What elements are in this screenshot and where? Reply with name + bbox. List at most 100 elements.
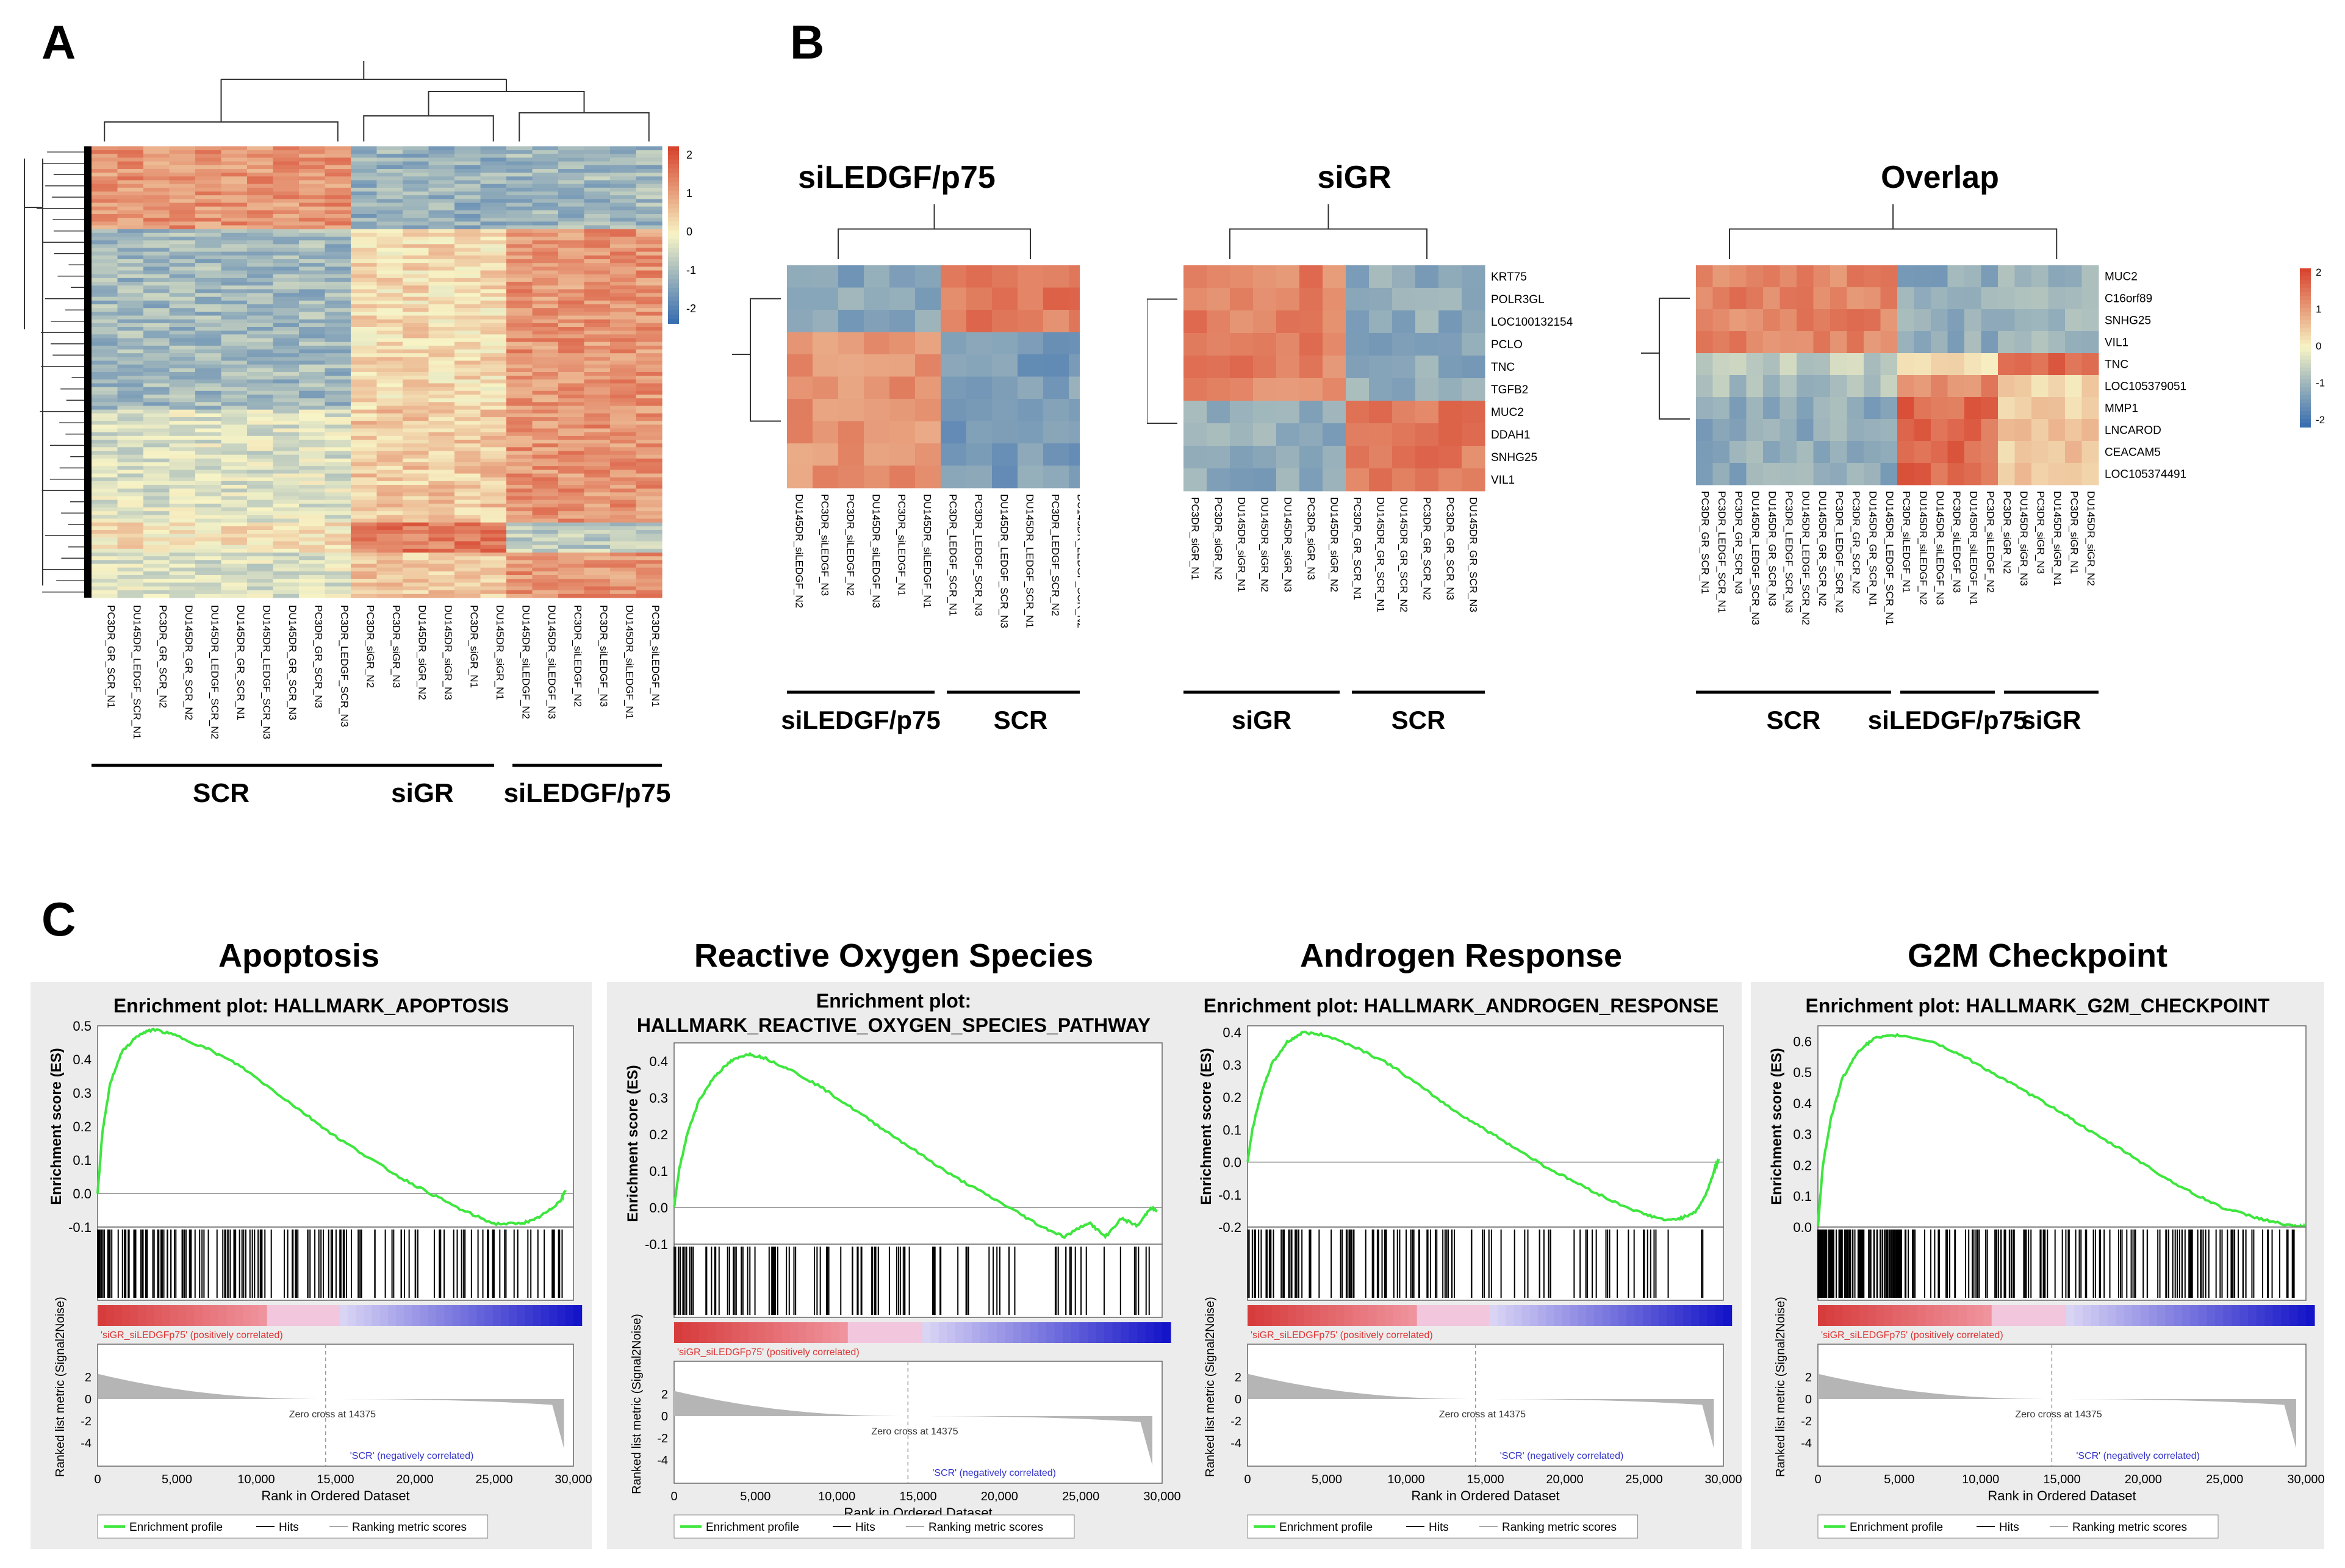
heatmap-a-cell — [506, 579, 533, 583]
heatmap-a-cell — [92, 454, 118, 459]
heatmap-cell — [1729, 353, 1747, 376]
heatmap-a-cell — [610, 150, 637, 154]
heatmap-a-cell — [376, 274, 403, 279]
heatmap-a-cell — [247, 187, 274, 192]
heatmap-a-cell — [636, 447, 663, 452]
heatmap-a-cell — [376, 202, 403, 207]
correlation-band-cell — [2016, 1305, 2025, 1326]
heatmap-cell — [1018, 421, 1044, 444]
es-ytick: 0.2 — [73, 1119, 92, 1134]
heatmap-a-cell — [428, 537, 455, 542]
heatmap-a-cell — [532, 406, 559, 410]
correlation-band-cell — [1675, 1305, 1684, 1326]
es-ytick: 0.3 — [649, 1090, 668, 1106]
scale-a-swatch — [668, 274, 679, 280]
heatmap-a-cell — [454, 454, 481, 459]
heatmap-a-cell — [636, 300, 663, 305]
heatmap-a-cell — [506, 489, 533, 493]
heatmap-a-cell — [532, 530, 559, 534]
heatmap-a-cell — [610, 221, 637, 226]
heatmap-a-cell — [299, 541, 326, 546]
heatmap-a-cell — [480, 518, 507, 523]
heatmap-a-cell — [454, 248, 481, 252]
heatmap-a-cell — [273, 560, 300, 565]
heatmap-a-cell — [169, 255, 196, 260]
heatmap-a-cell — [584, 285, 611, 290]
heatmap-a-cell — [506, 571, 533, 576]
heatmap-a-cell — [480, 180, 507, 185]
correlation-band-cell — [1433, 1305, 1442, 1326]
heatmap-a-cell — [299, 353, 326, 357]
heatmap-a-cell — [221, 259, 248, 263]
heatmap-a-cell — [351, 240, 378, 245]
heatmap-a-cell — [403, 296, 429, 301]
metric-ytick: -2 — [81, 1415, 92, 1428]
heatmap-cell — [1847, 397, 1864, 420]
heatmap-a-cell — [117, 214, 144, 218]
heatmap-a-cell — [325, 560, 351, 565]
heatmap-a-cell — [247, 274, 274, 279]
heatmap-cell — [1369, 265, 1393, 288]
heatmap-a-cell — [273, 458, 300, 463]
heatmap-a-cell — [403, 192, 429, 196]
heatmap-a-cell — [584, 251, 611, 256]
heatmap-cell — [915, 421, 941, 444]
heatmap-cell — [2081, 375, 2099, 398]
heatmap-a-cell — [584, 187, 611, 192]
heatmap-a-cell — [506, 229, 533, 234]
heatmap-a-cell — [143, 263, 170, 267]
heatmap-a-cell — [454, 579, 481, 583]
heatmap-a-cell — [558, 432, 585, 437]
heatmap-cell — [1415, 401, 1439, 424]
heatmap-a-cell — [351, 398, 378, 403]
heatmap-a-cell — [351, 421, 378, 425]
heatmap-a-cell — [247, 364, 274, 369]
heatmap-a-cell — [299, 150, 326, 154]
heatmap-a-cell — [273, 387, 300, 392]
heatmap-a-cell — [221, 537, 248, 542]
heatmap-a-cell — [454, 150, 481, 154]
heatmap-a-cell — [532, 331, 559, 335]
correlation-band-cell — [129, 1305, 139, 1326]
heatmap-cell — [2048, 265, 2066, 288]
heatmap-a-cell — [221, 409, 248, 414]
heatmap-a-cell — [351, 195, 378, 199]
heatmap-a-cell — [480, 372, 507, 376]
heatmap-a-cell — [428, 541, 455, 546]
heatmap-a-cell — [195, 225, 222, 230]
heatmap-a-cell — [454, 398, 481, 403]
heatmap-a-cell — [195, 466, 222, 470]
correlation-band-cell — [1054, 1322, 1064, 1343]
heatmap-a-cell — [610, 173, 637, 177]
heatmap-a-cell — [143, 462, 170, 467]
heatmap-a-cell — [92, 150, 118, 154]
heatmap-a-cell — [273, 282, 300, 286]
sample-label: PC3DR_LEDGF_SCR_N1 — [947, 494, 959, 616]
heatmap-a-cell — [221, 590, 248, 595]
heatmap-a-cell — [428, 507, 455, 512]
heatmap-a-cell — [247, 537, 274, 542]
heatmap-cell — [1183, 356, 1207, 379]
heatmap-a-cell — [506, 293, 533, 298]
heatmap-a-cell — [480, 548, 507, 553]
heatmap-a-cell — [610, 477, 637, 482]
heatmap-cell — [1931, 463, 1948, 485]
heatmap-a-cell — [117, 218, 144, 222]
heatmap-a-cell — [480, 184, 507, 188]
heatmap-a-cell — [610, 308, 637, 312]
heatmap-a-cell — [117, 526, 144, 531]
heatmap-a-cell — [480, 150, 507, 154]
heatmap-a-cell — [636, 379, 663, 384]
heatmap-a-cell — [480, 395, 507, 399]
heatmap-a-cell — [351, 368, 378, 373]
heatmap-cell — [1712, 353, 1730, 376]
heatmap-a-cell — [584, 522, 611, 527]
heatmap-a-cell — [428, 526, 455, 531]
heatmap-cell — [1729, 287, 1747, 310]
heatmap-cell — [1696, 353, 1713, 376]
heatmap-a-cell — [428, 545, 455, 550]
heatmap-cell — [2065, 265, 2082, 288]
heatmap-a-cell — [169, 312, 196, 317]
heatmap-a-cell — [273, 360, 300, 365]
heatmap-a-cell — [532, 308, 559, 312]
